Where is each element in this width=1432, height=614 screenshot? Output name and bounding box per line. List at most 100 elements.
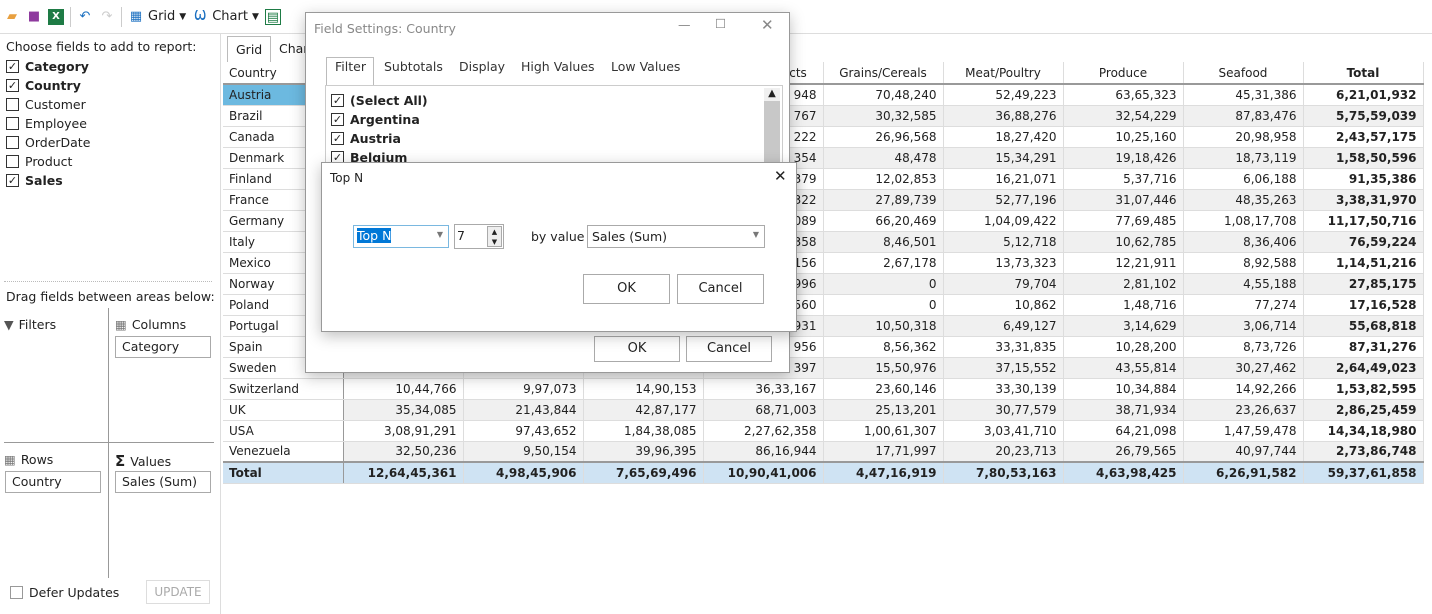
cancel-button[interactable]: Cancel (686, 336, 772, 362)
filter-item[interactable]: ✓ Belgium (331, 148, 407, 167)
save-icon[interactable]: ■ (27, 8, 41, 24)
chevron-down-icon: ▼ (251, 11, 259, 22)
checkbox[interactable]: ✓ (331, 113, 344, 126)
columns-area[interactable]: ▦ Columns (115, 317, 186, 332)
tab-high-values[interactable]: High Values (521, 59, 595, 74)
table-icon: ▦ (115, 317, 127, 332)
open-folder-icon[interactable]: ▰ (7, 8, 17, 24)
tab-display[interactable]: Display (459, 59, 506, 74)
cell: 3,14,629 (1063, 315, 1184, 337)
choose-fields-label: Choose fields to add to report: (6, 39, 197, 54)
chart-button[interactable]: Ѡ Chart ▼ (192, 9, 259, 25)
divider (4, 281, 212, 282)
layout-icon[interactable]: ▤ (264, 8, 281, 25)
cell: 14,34,18,980 (1303, 420, 1424, 442)
field-label: Employee (25, 116, 87, 131)
filter-item-label: Argentina (350, 112, 420, 127)
checkbox[interactable] (6, 117, 19, 130)
top-n-mode-select[interactable]: Top N ▼ (353, 225, 449, 248)
cell: 14,92,266 (1183, 378, 1304, 400)
columns-chip-category[interactable]: Category (115, 336, 211, 358)
checkbox[interactable]: ✓ (6, 174, 19, 187)
column-header[interactable]: Meat/Poultry (943, 62, 1064, 85)
checkbox[interactable]: ✓ (6, 79, 19, 92)
filter-item[interactable]: ✓ Argentina (331, 110, 420, 129)
column-header[interactable]: Grains/Cereals (823, 62, 944, 85)
dialog-title: Field Settings: Country (314, 21, 456, 36)
by-value-select[interactable]: Sales (Sum) ▼ (587, 225, 765, 248)
filter-item[interactable]: ✓ Austria (331, 129, 401, 148)
field-employee[interactable]: Employee (6, 114, 87, 133)
row-header[interactable]: Venezuela (223, 441, 344, 463)
ok-button[interactable]: OK (594, 336, 680, 362)
top-n-dialog: Top N ✕ Top N ▼ 7 ▲ ▼ by value Sales (Sum) ▼… (321, 162, 797, 332)
checkbox[interactable]: ✓ (6, 60, 19, 73)
count-stepper[interactable]: 7 ▲ ▼ (454, 224, 504, 249)
field-country[interactable]: ✓ Country (6, 76, 81, 95)
cell: 25,13,201 (823, 399, 944, 421)
field-customer[interactable]: Customer (6, 95, 86, 114)
checkbox[interactable] (6, 98, 19, 111)
tab-low-values[interactable]: Low Values (611, 59, 681, 74)
chevron-down-icon: ▼ (436, 230, 443, 239)
cell: 6,49,127 (943, 315, 1064, 337)
filter-item[interactable]: ✓ (Select All) (331, 91, 428, 110)
ok-button[interactable]: OK (583, 274, 670, 304)
minimize-icon[interactable]: — (678, 17, 691, 32)
field-orderdate[interactable]: OrderDate (6, 133, 90, 152)
tab-subtotals[interactable]: Subtotals (384, 59, 443, 74)
values-chip-sales[interactable]: Sales (Sum) (115, 471, 211, 493)
field-sales[interactable]: ✓ Sales (6, 171, 63, 190)
tab-filter[interactable]: Filter (335, 59, 366, 74)
close-icon[interactable]: ✕ (761, 16, 774, 34)
rows-area[interactable]: ▦ Rows (4, 452, 53, 467)
column-header[interactable]: Seafood (1183, 62, 1304, 85)
undo-icon[interactable]: ↶ (79, 8, 91, 24)
tab-grid[interactable]: Grid (227, 36, 272, 62)
filters-area[interactable]: ▼ Filters (4, 317, 56, 332)
cell: 2,43,57,175 (1303, 126, 1424, 148)
cell: 3,38,31,970 (1303, 189, 1424, 211)
checkbox[interactable]: ✓ (331, 132, 344, 145)
cell: 2,64,49,023 (1303, 357, 1424, 379)
table-row: USA 3,08,91,291 97,43,652 1,84,38,085 2,27,6… (223, 420, 1424, 442)
cell: 35,34,085 (343, 399, 464, 421)
row-header[interactable]: Total (223, 461, 344, 484)
cell: 38,71,934 (1063, 399, 1184, 421)
drag-fields-label: Drag fields between areas below: (6, 289, 215, 304)
rows-chip-country[interactable]: Country (5, 471, 101, 493)
defer-updates[interactable]: Defer Updates (10, 583, 119, 602)
close-icon[interactable]: ✕ (774, 167, 787, 185)
checkbox[interactable] (10, 586, 23, 599)
column-header[interactable]: Produce (1063, 62, 1184, 85)
maximize-icon[interactable]: ☐ (715, 16, 727, 31)
cell: 32,54,229 (1063, 105, 1184, 127)
redo-icon[interactable]: ↷ (101, 8, 113, 24)
row-header[interactable]: UK (223, 399, 344, 421)
grid-button[interactable]: ▦ Grid ▼ (128, 9, 186, 25)
cancel-button[interactable]: Cancel (677, 274, 764, 304)
cell: 87,31,276 (1303, 336, 1424, 358)
cell: 9,97,073 (463, 378, 584, 400)
cell: 15,34,291 (943, 147, 1064, 169)
update-button[interactable]: UPDATE (146, 580, 210, 604)
cell: 10,862 (943, 294, 1064, 316)
field-label: Sales (25, 173, 63, 188)
excel-export-icon[interactable]: X (48, 8, 64, 25)
field-category[interactable]: ✓ Category (6, 57, 89, 76)
checkbox[interactable]: ✓ (331, 94, 344, 107)
cell: 55,68,818 (1303, 315, 1424, 337)
column-header[interactable]: Total (1303, 62, 1424, 85)
cell: 5,75,59,039 (1303, 105, 1424, 127)
checkbox[interactable] (6, 155, 19, 168)
columns-label: Columns (131, 317, 187, 332)
checkbox[interactable] (6, 136, 19, 149)
cell: 1,08,17,708 (1183, 210, 1304, 232)
values-area[interactable]: Σ Values (115, 452, 171, 470)
stepper-arrows-icon[interactable]: ▲ ▼ (487, 226, 502, 247)
row-header[interactable]: Switzerland (223, 378, 344, 400)
row-header[interactable]: USA (223, 420, 344, 442)
cell: 16,21,071 (943, 168, 1064, 190)
cell: 8,92,588 (1183, 252, 1304, 274)
field-product[interactable]: Product (6, 152, 72, 171)
